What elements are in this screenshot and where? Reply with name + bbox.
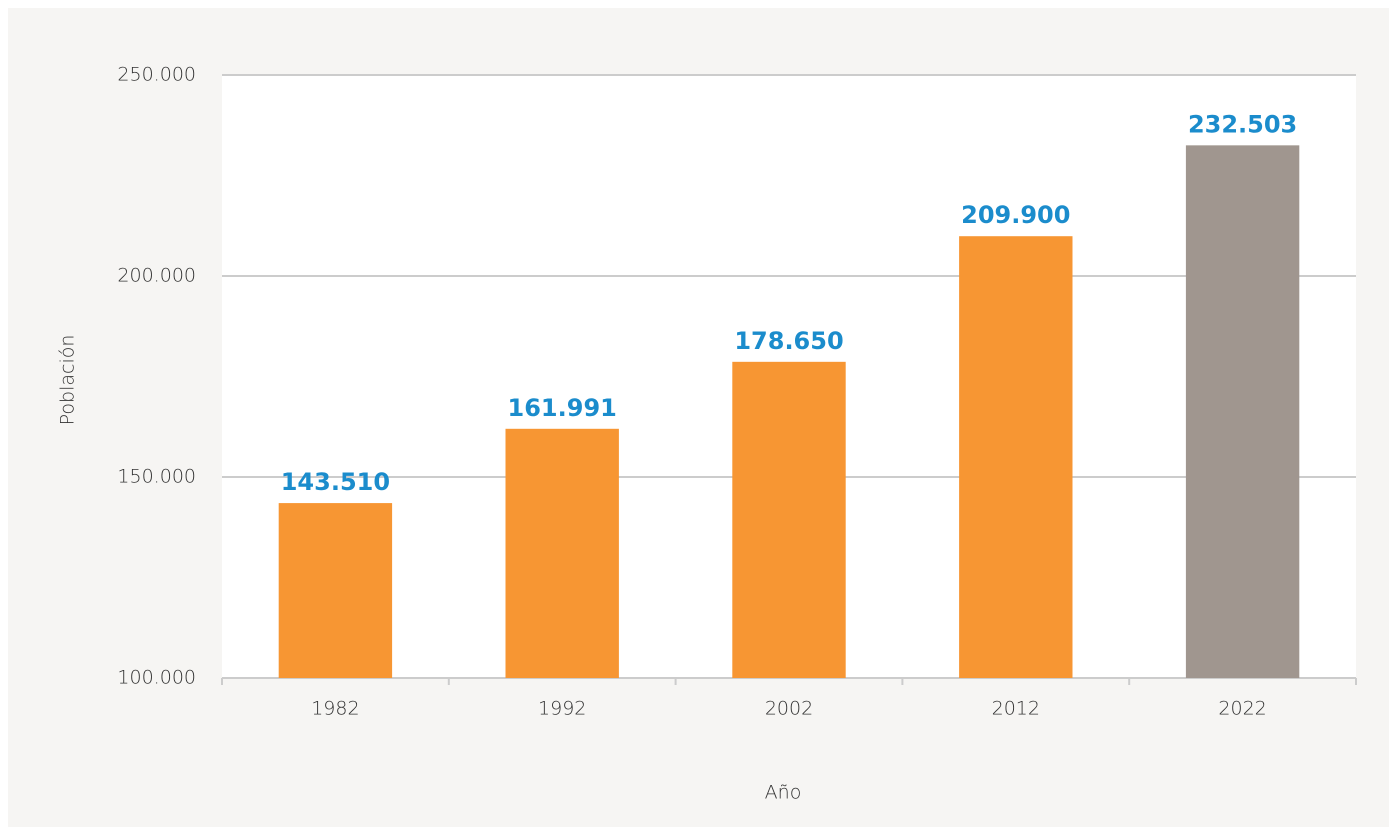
y-axis-label: Población (57, 335, 79, 426)
bar (1185, 145, 1300, 678)
bar (732, 361, 846, 678)
y-tick-label: 100.000 (117, 667, 196, 689)
bar (959, 236, 1073, 678)
x-tick-label: 2012 (992, 698, 1040, 720)
x-tick-label: 1992 (538, 698, 586, 720)
value-label: 209.900 (961, 201, 1070, 229)
x-axis-label: Año (765, 782, 802, 804)
value-label: 178.650 (734, 327, 843, 355)
y-tick-label: 150.000 (117, 466, 196, 488)
x-tick-label: 1982 (311, 698, 359, 720)
x-tick-label: 2002 (765, 698, 813, 720)
bar (505, 428, 619, 678)
y-tick-label: 250.000 (117, 64, 196, 86)
x-tick-label: 2022 (1218, 698, 1266, 720)
value-label: 161.991 (508, 394, 617, 422)
value-label: 143.510 (281, 468, 390, 496)
bar (278, 503, 393, 678)
y-tick-label: 200.000 (117, 265, 196, 287)
value-label: 232.503 (1188, 110, 1297, 138)
